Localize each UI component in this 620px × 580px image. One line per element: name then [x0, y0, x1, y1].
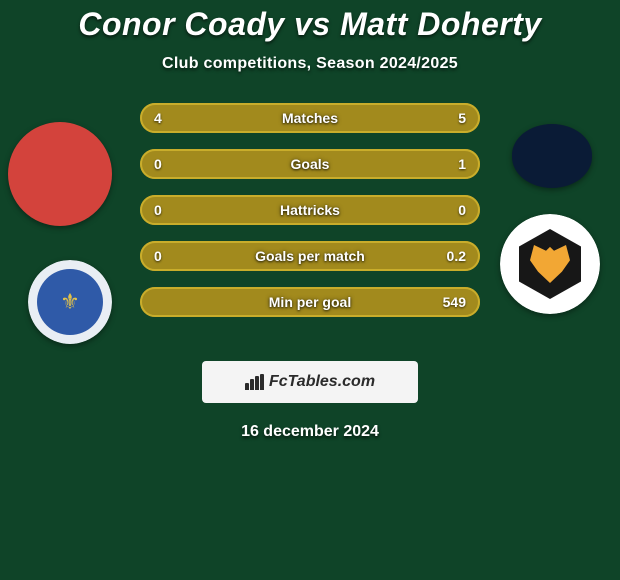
stat-bars: 45Matches01Goals00Hattricks00.2Goals per…: [0, 103, 620, 343]
stat-pill: 01: [140, 149, 480, 179]
stat-pill: 45: [140, 103, 480, 133]
stat-row: 45Matches: [140, 103, 480, 133]
stat-pill: 00.2: [140, 241, 480, 271]
infographic-date: 16 december 2024: [0, 423, 620, 441]
stat-right-value: 549: [443, 294, 466, 310]
stat-left-value: 0: [154, 248, 162, 264]
page-subtitle: Club competitions, Season 2024/2025: [0, 55, 620, 73]
brand-watermark: FcTables.com: [202, 361, 418, 403]
brand-text: FcTables.com: [269, 373, 375, 391]
stat-left-value: 4: [154, 110, 162, 126]
stat-row: 00.2Goals per match: [140, 241, 480, 271]
stat-row: 00Hattricks: [140, 195, 480, 225]
stat-pill: 00: [140, 195, 480, 225]
stat-left-value: 0: [154, 202, 162, 218]
stat-row: 01Goals: [140, 149, 480, 179]
comparison-infographic: Conor Coady vs Matt Doherty Club competi…: [0, 0, 620, 580]
stat-right-value: 0: [458, 202, 466, 218]
stat-right-value: 1: [458, 156, 466, 172]
page-title: Conor Coady vs Matt Doherty: [0, 6, 620, 43]
stat-right-value: 5: [458, 110, 466, 126]
stat-right-value: 0.2: [447, 248, 466, 264]
brand-chart-icon: [245, 374, 263, 390]
stat-left-value: 0: [154, 156, 162, 172]
stat-row: 549Min per goal: [140, 287, 480, 317]
stat-pill: 549: [140, 287, 480, 317]
